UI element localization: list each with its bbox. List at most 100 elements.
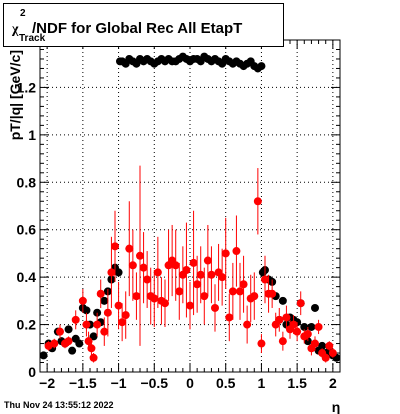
data-point-red — [186, 301, 194, 310]
data-point-red — [250, 292, 259, 301]
data-point-red — [303, 330, 312, 339]
data-point-red — [200, 292, 209, 301]
data-point-red — [125, 244, 134, 253]
data-point-red — [239, 280, 248, 289]
data-point-red — [171, 261, 180, 270]
data-point-red — [87, 344, 96, 353]
data-point-red — [293, 327, 302, 336]
x-tick-label: 2 — [329, 375, 337, 391]
data-point-black — [307, 322, 316, 331]
data-point-black — [68, 346, 77, 355]
chart-title-superscript: 2 — [20, 8, 26, 19]
data-point-red — [243, 320, 252, 329]
data-point-red — [196, 270, 205, 279]
data-point-red — [311, 339, 319, 348]
chart-title-symbol: χ — [12, 22, 19, 37]
data-point-red — [278, 337, 287, 346]
data-point-red — [128, 261, 137, 270]
data-point-red — [82, 320, 91, 329]
x-tick-label: −1 — [111, 375, 127, 391]
data-point-red — [150, 294, 159, 303]
data-point-red — [289, 320, 298, 329]
data-point-red — [100, 327, 109, 336]
data-point-black — [100, 296, 109, 305]
y-tick-label: 0.8 — [17, 174, 37, 190]
data-point-red — [218, 273, 227, 282]
data-point-black — [300, 322, 309, 331]
x-axis-title: η — [332, 399, 341, 414]
data-point-black — [311, 303, 319, 312]
y-tick-label: 0 — [28, 364, 36, 380]
data-point-red — [114, 301, 123, 310]
data-point-red — [232, 247, 241, 256]
data-point-red — [143, 275, 152, 284]
data-point-red — [282, 313, 291, 322]
data-point-red — [321, 353, 330, 362]
y-tick-label: 1.2 — [17, 79, 37, 95]
data-point-black — [75, 339, 84, 348]
data-point-black — [278, 296, 287, 305]
y-tick-label: 0.2 — [17, 317, 37, 333]
data-point-red — [56, 327, 64, 336]
data-point-red — [221, 249, 230, 258]
data-point-red — [236, 287, 244, 296]
y-tick-label: 0.4 — [17, 269, 37, 285]
data-point-black — [257, 62, 266, 71]
data-point-black — [82, 306, 91, 315]
data-point-red — [93, 320, 102, 329]
data-point-black — [89, 332, 98, 341]
data-point-red — [275, 315, 284, 324]
data-point-black — [114, 268, 123, 277]
data-point-red — [103, 308, 112, 317]
chart-title: /NDF for Global Rec All EtapT — [32, 20, 243, 37]
data-point-red — [107, 268, 116, 277]
data-point-red — [225, 313, 234, 322]
data-point-red — [111, 242, 119, 251]
data-point-red — [64, 337, 73, 346]
data-point-red — [211, 303, 219, 312]
y-tick-label: 1 — [28, 127, 36, 143]
data-point-red — [314, 322, 323, 331]
x-tick-label: 1 — [258, 375, 266, 391]
y-axis-title: pT/|q| [GeV/c] — [7, 50, 23, 140]
data-point-red — [161, 299, 169, 308]
x-tick-label: −0.5 — [140, 375, 168, 391]
data-point-red — [325, 341, 334, 350]
data-point-red — [182, 266, 191, 275]
data-point-red — [78, 296, 87, 305]
data-point-black — [39, 351, 48, 360]
data-point-red — [50, 339, 59, 348]
data-point-red — [121, 311, 130, 320]
x-tick-label: 0.5 — [216, 375, 236, 391]
data-point-red — [207, 270, 216, 279]
data-point-red — [257, 339, 266, 348]
data-point-red — [203, 256, 212, 265]
data-point-black — [318, 341, 327, 350]
x-tick-label: −2 — [39, 375, 55, 391]
data-point-red — [193, 280, 202, 289]
data-point-red — [136, 251, 144, 260]
x-tick-label: 1.5 — [287, 375, 307, 391]
chart-title-subscript: Track — [19, 33, 46, 44]
chart-title-box: χ 2 Track /NDF for Global Rec All EtapT — [3, 3, 284, 47]
data-point-red — [118, 318, 127, 327]
data-point-red — [132, 292, 141, 301]
data-point-red — [189, 258, 198, 267]
x-tick-label: 0 — [186, 375, 194, 391]
data-point-red — [84, 337, 93, 346]
data-point-red — [253, 197, 262, 206]
data-point-red — [96, 289, 105, 298]
data-point-red — [175, 287, 184, 296]
data-point-red — [153, 268, 162, 277]
data-point-red — [328, 349, 337, 358]
data-point-red — [228, 287, 237, 296]
data-point-red — [268, 289, 277, 298]
x-tick-label: −1.5 — [69, 375, 97, 391]
timestamp-label: Thu Nov 24 13:55:12 2022 — [4, 400, 114, 410]
data-point-red — [139, 263, 148, 272]
data-point-black — [64, 325, 73, 334]
data-point-red — [89, 353, 98, 362]
data-point-red — [261, 275, 269, 284]
y-tick-label: 0.6 — [17, 222, 37, 238]
